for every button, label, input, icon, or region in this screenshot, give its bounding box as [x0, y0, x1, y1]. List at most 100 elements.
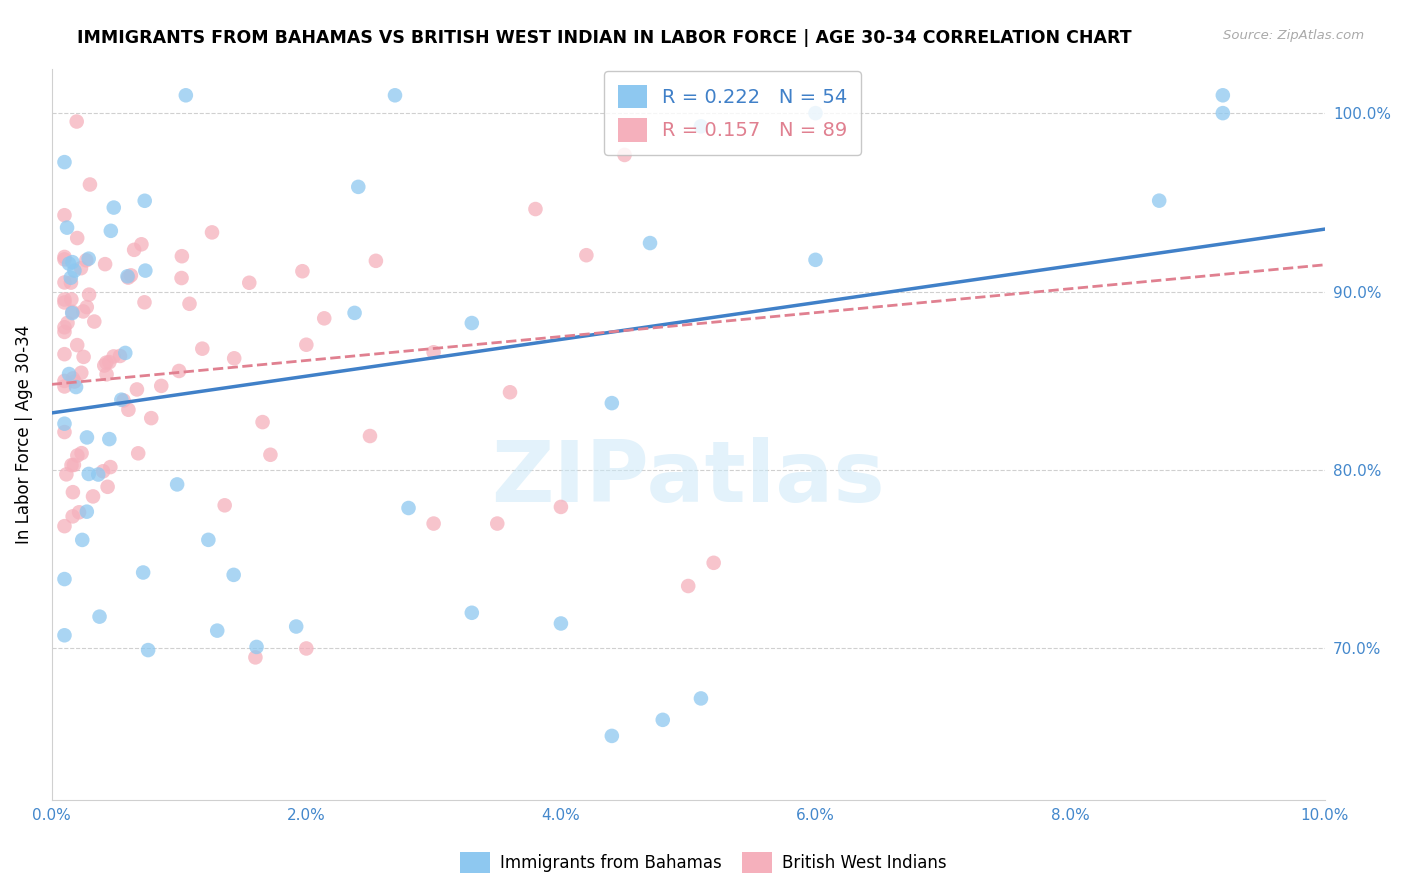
Point [62, 485, 84, 500]
Point [364, 253, 387, 268]
Text: Source: ZipAtlas.com: Source: ZipAtlas.com [1223, 29, 1364, 42]
Point [94, 257, 117, 271]
Point [60, 293, 83, 307]
Point [79, 178, 101, 192]
Point [170, 271, 193, 285]
Point [89, 609, 111, 624]
Point [207, 624, 229, 638]
Point [347, 179, 370, 194]
Point [77, 287, 100, 301]
Point [575, 248, 598, 262]
Point [72, 350, 94, 364]
Point [103, 350, 125, 364]
Point [136, 643, 159, 657]
Point [222, 567, 245, 582]
Point [359, 429, 381, 443]
Point [98, 355, 121, 369]
Point [150, 379, 173, 393]
Point [93, 359, 115, 373]
Y-axis label: In Labor Force | Age 30-34: In Labor Force | Age 30-34 [15, 325, 32, 544]
Point [690, 691, 713, 706]
Point [66, 449, 89, 463]
Point [117, 269, 139, 284]
Point [83, 314, 105, 328]
Point [398, 501, 420, 516]
Point [70, 446, 93, 460]
Point [120, 268, 142, 283]
Point [53, 325, 76, 339]
Point [53, 276, 76, 290]
Point [224, 351, 246, 366]
Point [238, 276, 260, 290]
Point [63, 458, 86, 472]
Point [62, 371, 84, 385]
Point [422, 345, 444, 359]
Point [132, 566, 155, 580]
Point [110, 392, 132, 407]
Point [134, 295, 156, 310]
Point [1212, 106, 1234, 120]
Point [77, 252, 100, 266]
Point [60, 255, 83, 269]
Point [343, 306, 366, 320]
Point [62, 509, 84, 524]
Point [600, 729, 623, 743]
Point [76, 300, 98, 314]
Point [96, 368, 118, 382]
Point [285, 619, 308, 633]
Point [76, 505, 98, 519]
Point [252, 415, 274, 429]
Point [117, 402, 139, 417]
Point [314, 311, 336, 326]
Point [53, 417, 76, 431]
Point [804, 106, 827, 120]
Point [53, 347, 76, 361]
Point [295, 337, 318, 351]
Point [53, 519, 76, 533]
Point [53, 320, 76, 334]
Point [55, 467, 77, 482]
Point [59, 270, 82, 285]
Point [66, 231, 89, 245]
Point [1147, 194, 1170, 208]
Point [295, 641, 318, 656]
Point [613, 148, 636, 162]
Point [66, 114, 89, 128]
Point [53, 379, 76, 393]
Point [291, 264, 314, 278]
Text: IMMIGRANTS FROM BAHAMAS VS BRITISH WEST INDIAN IN LABOR FORCE | AGE 30-34 CORREL: IMMIGRANTS FROM BAHAMAS VS BRITISH WEST … [77, 29, 1132, 46]
Point [58, 367, 80, 381]
Point [486, 516, 509, 531]
Point [53, 572, 76, 586]
Point [141, 411, 163, 425]
Point [134, 263, 156, 277]
Point [167, 364, 190, 378]
Point [53, 374, 76, 388]
Legend: Immigrants from Bahamas, British West Indians: Immigrants from Bahamas, British West In… [453, 846, 953, 880]
Point [96, 355, 118, 369]
Point [461, 606, 484, 620]
Point [67, 505, 90, 519]
Point [114, 346, 136, 360]
Point [191, 342, 214, 356]
Point [259, 448, 281, 462]
Point [53, 293, 76, 307]
Point [98, 460, 121, 475]
Point [103, 201, 125, 215]
Point [550, 500, 572, 514]
Point [77, 467, 100, 481]
Point [53, 208, 76, 222]
Point [112, 393, 135, 408]
Point [75, 253, 97, 268]
Point [70, 261, 93, 276]
Point [53, 252, 76, 267]
Point [122, 243, 145, 257]
Point [60, 458, 83, 472]
Point [70, 366, 93, 380]
Point [82, 490, 104, 504]
Point [676, 579, 699, 593]
Point [461, 316, 484, 330]
Point [690, 120, 713, 134]
Point [53, 628, 76, 642]
Point [131, 237, 153, 252]
